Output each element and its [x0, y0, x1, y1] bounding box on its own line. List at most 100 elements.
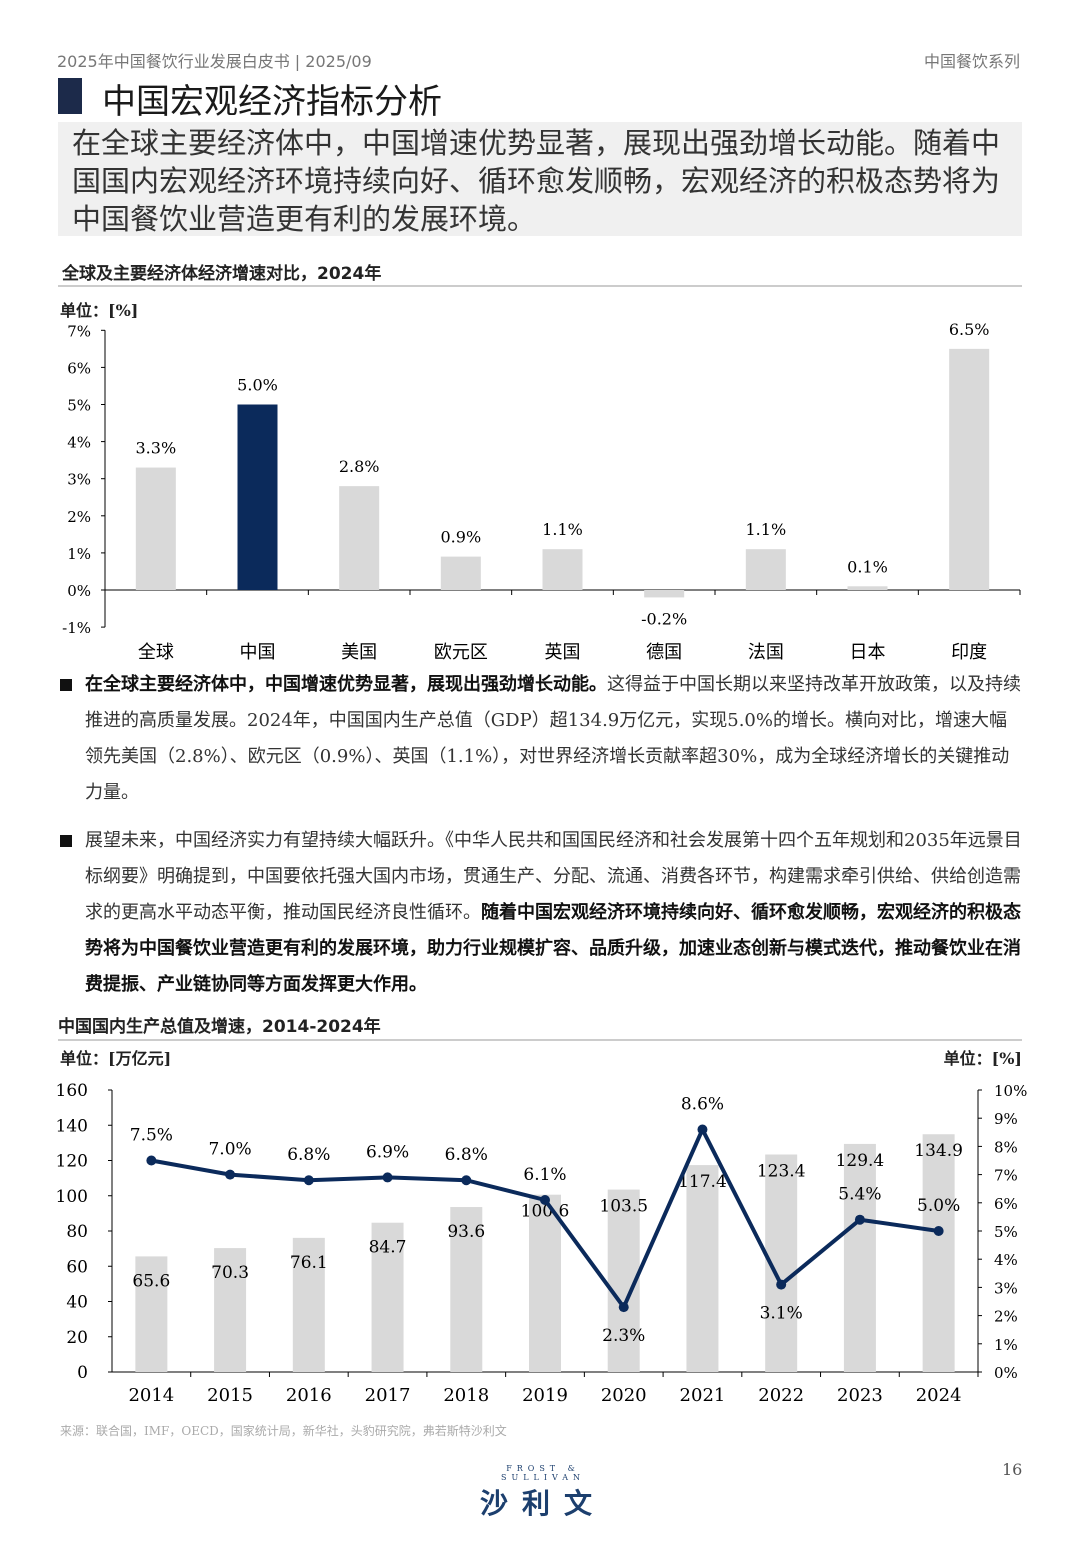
x-tick-label: 2014 [128, 1385, 174, 1406]
x-tick-label: 2016 [286, 1385, 332, 1406]
left-y-tick-label: 100 [56, 1187, 88, 1207]
right-y-tick-label: 10% [994, 1082, 1027, 1100]
x-tick-label: 英国 [545, 642, 581, 663]
bar [450, 1207, 483, 1372]
para2-text: 展望未来，中国经济实力有望持续大幅跃升。《中华人民共和国国民经济和社会发展第十四… [85, 830, 1022, 923]
line-label: 8.6% [681, 1094, 724, 1114]
y-tick-label: 2% [67, 508, 91, 526]
data-label: 3.3% [136, 439, 177, 458]
left-y-tick-label: 80 [66, 1222, 88, 1242]
page-number: 16 [1002, 1460, 1023, 1479]
chart1-title: 全球及主要经济体经济增速对比，2024年 [62, 264, 382, 284]
x-tick-label: 德国 [646, 642, 682, 663]
bar [644, 590, 685, 598]
line-point [697, 1124, 708, 1135]
bar-label: 76.1 [290, 1253, 328, 1273]
bar [949, 348, 990, 590]
right-y-tick-label: 9% [994, 1110, 1018, 1128]
left-y-tick-label: 120 [56, 1152, 88, 1172]
bar [135, 467, 176, 590]
data-label: 2.8% [339, 457, 380, 476]
para1-text: 这得益于中国长期以来坚持改革开放政策，以及持续推进的高质量发展。2024年，中国… [85, 674, 1021, 803]
bullet-icon [60, 679, 72, 691]
bar-label: 65.6 [132, 1271, 170, 1291]
data-label: 6.5% [949, 320, 990, 339]
line-point [461, 1175, 472, 1186]
line-label: 6.8% [287, 1145, 330, 1165]
x-tick-label: 2022 [758, 1385, 804, 1406]
x-tick-label: 2024 [916, 1385, 962, 1406]
line-label: 5.0% [917, 1196, 960, 1216]
line-point [225, 1169, 236, 1180]
data-label: -0.2% [641, 609, 687, 628]
x-tick-label: 2019 [522, 1385, 568, 1406]
x-tick-label: 美国 [341, 642, 377, 663]
data-label: 0.9% [441, 528, 482, 547]
bar-label: 134.9 [914, 1141, 963, 1161]
paragraph-2: 展望未来，中国经济实力有望持续大幅跃升。《中华人民共和国国民经济和社会发展第十四… [60, 823, 1022, 1003]
summary-box: 在全球主要经济体中，中国增速优势显著，展现出强劲增长动能。随着中国国内宏观经济环… [58, 122, 1022, 236]
bar [440, 556, 481, 590]
chart2-right-unit: 单位：[%] [943, 1049, 1022, 1068]
x-tick-label: 2023 [837, 1385, 883, 1406]
y-tick-label: 4% [67, 434, 91, 452]
x-tick-label: 印度 [951, 642, 987, 663]
y-tick-label: 3% [67, 471, 91, 489]
line-label: 7.0% [208, 1140, 251, 1160]
x-tick-label: 法国 [748, 642, 784, 663]
bar-label: 84.7 [369, 1238, 407, 1258]
line-point [776, 1279, 787, 1290]
line-label: 6.1% [523, 1165, 566, 1185]
bar [371, 1222, 404, 1372]
y-tick-label: 6% [67, 359, 91, 377]
right-y-tick-label: 6% [994, 1195, 1018, 1213]
logo-en: FROST & SULLIVAN [500, 1464, 586, 1482]
right-y-tick-label: 5% [994, 1223, 1018, 1241]
bar [922, 1134, 955, 1372]
line-label: 3.1% [760, 1304, 803, 1324]
y-tick-label: 7% [67, 322, 91, 340]
line-point [854, 1214, 865, 1225]
line-label: 6.8% [445, 1145, 488, 1165]
data-label: 1.1% [542, 520, 583, 539]
bar [214, 1248, 247, 1372]
y-tick-label: 0% [67, 582, 91, 600]
bar [339, 486, 380, 590]
chart2-title: 中国国内生产总值及增速，2014-2024年 [58, 1017, 381, 1037]
report-header: 2025年中国餐饮行业发展白皮书 | 2025/09 [57, 52, 372, 71]
y-tick-label: 1% [67, 545, 91, 563]
bar [843, 1143, 876, 1372]
title-marker [58, 78, 82, 114]
chart2-left-unit: 单位：[万亿元] [60, 1049, 172, 1068]
bar [847, 586, 888, 590]
gdp-chart: 0 20 40 60 80 100 120 140 160 0% 1% 2% 3% 4% 5% 6% 7% 8% 9… [56, 1081, 1028, 1406]
frost-sullivan-logo: FROST & SULLIVAN 沙利文 [468, 1464, 618, 1522]
bar [237, 404, 278, 590]
series-name: 中国餐饮系列 [923, 52, 1020, 71]
x-tick-label: 2020 [601, 1385, 647, 1406]
right-y-tick-label: 2% [994, 1308, 1018, 1326]
right-y-tick-label: 8% [994, 1138, 1018, 1156]
bullet-icon [60, 835, 72, 847]
line-point [618, 1302, 629, 1313]
paragraph-1: 在全球主要经济体中，中国增速优势显著，展现出强劲增长动能。这得益于中国长期以来坚… [60, 667, 1022, 811]
x-tick-label: 2018 [443, 1385, 489, 1406]
line-point [933, 1226, 944, 1236]
source-note: 来源：联合国，IMF，OECD，国家统计局，新华社，头豹研究院，弗若斯特沙利文 [60, 1424, 507, 1438]
page-title: 中国宏观经济指标分析 [102, 82, 442, 122]
para1-bold: 在全球主要经济体中，中国增速优势显著，展现出强劲增长动能。 [85, 674, 607, 695]
left-y-tick-label: 40 [66, 1293, 88, 1313]
x-tick-label: 中国 [240, 642, 276, 663]
bar [542, 549, 583, 590]
bar [745, 549, 786, 590]
logo-cn: 沙利文 [479, 1487, 606, 1520]
x-tick-label: 2015 [207, 1385, 253, 1406]
bar-label: 93.6 [447, 1222, 485, 1242]
line-label: 6.9% [366, 1142, 409, 1162]
right-y-tick-label: 7% [994, 1167, 1018, 1185]
line-label: 5.4% [838, 1185, 881, 1205]
bar-label: 70.3 [211, 1263, 249, 1283]
y-tick-label: 5% [67, 397, 91, 415]
data-label: 1.1% [746, 520, 787, 539]
right-y-tick-label: 3% [994, 1279, 1018, 1297]
